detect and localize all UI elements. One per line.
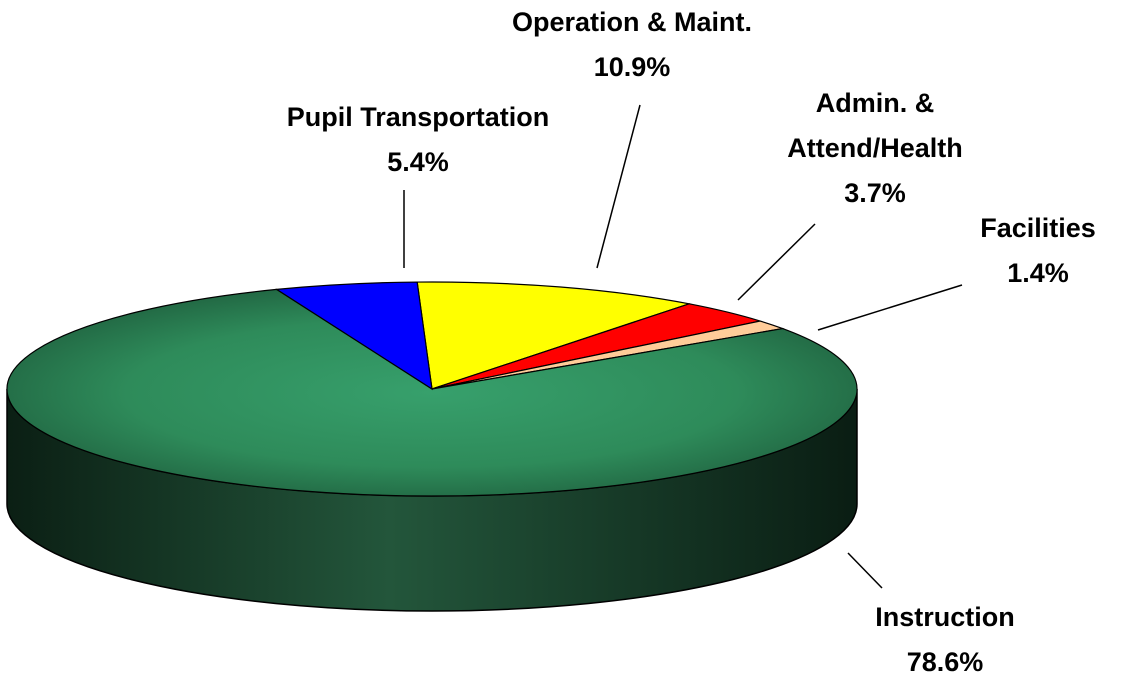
value-label: 78.6% xyxy=(906,647,984,677)
category-label: Pupil Transportation xyxy=(286,102,550,132)
slice-label: Facilities 1.4% xyxy=(938,206,1128,296)
value-label: 1.4% xyxy=(1007,258,1069,288)
leader-line xyxy=(596,104,641,269)
slice xyxy=(274,281,433,391)
slice xyxy=(6,288,858,497)
slice-label: Pupil Transportation 5.4% xyxy=(208,95,628,185)
value-label: 5.4% xyxy=(387,147,449,177)
value-label: 3.7% xyxy=(844,178,906,208)
category-label: Instruction xyxy=(875,602,1015,632)
leader-line xyxy=(817,284,963,331)
category-label: Operation & Maint. xyxy=(511,7,752,37)
slice xyxy=(416,281,692,390)
slice-label: Instruction 78.6% xyxy=(815,595,1075,685)
slice-label: Operation & Maint. 10.9% xyxy=(422,0,842,90)
leader-line xyxy=(737,223,816,301)
category-label: Facilities xyxy=(980,213,1096,243)
category-label: Admin. & Attend/Health xyxy=(787,88,963,163)
slice-label: Admin. & Attend/Health 3.7% xyxy=(755,81,995,216)
value-label: 10.9% xyxy=(593,52,671,82)
leader-line xyxy=(847,552,883,589)
